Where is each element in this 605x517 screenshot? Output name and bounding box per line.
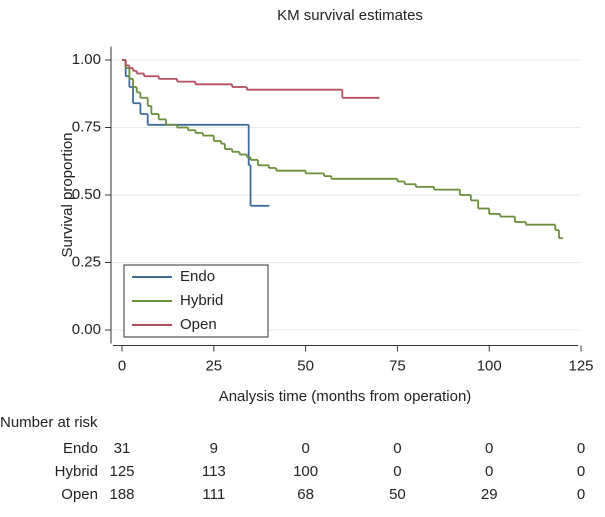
legend-label: Hybrid [180, 292, 223, 309]
risk-row-label: Open [61, 486, 98, 503]
y-tick-label: 0.25 [72, 253, 101, 270]
risk-value: 100 [293, 463, 318, 480]
legend-label: Open [180, 316, 217, 333]
x-tick-label: 75 [389, 357, 406, 374]
chart-title: KM survival estimates [277, 7, 423, 24]
y-tick-label: 1.00 [72, 51, 101, 68]
risk-value: 0 [485, 463, 493, 480]
x-axis-label: Analysis time (months from operation) [219, 388, 472, 405]
risk-row-label: Endo [63, 440, 98, 457]
risk-value: 0 [577, 486, 585, 503]
risk-value: 188 [110, 486, 135, 503]
risk-value: 0 [301, 440, 309, 457]
y-tick-label: 0.00 [72, 321, 101, 338]
risk-value: 0 [485, 440, 493, 457]
risk-value: 31 [114, 440, 131, 457]
risk-value: 50 [389, 486, 406, 503]
y-tick-label: 0.50 [72, 186, 101, 203]
risk-row-label: Hybrid [55, 463, 98, 480]
risk-value: 111 [202, 486, 225, 503]
x-tick-label: 25 [205, 357, 222, 374]
risk-value: 125 [110, 463, 135, 480]
risk-value: 0 [577, 463, 585, 480]
legend-label: Endo [180, 268, 215, 285]
risk-table-title: Number at risk [0, 414, 98, 431]
risk-value: 29 [481, 486, 498, 503]
risk-value: 0 [393, 440, 401, 457]
x-tick-label: 125 [568, 357, 593, 374]
risk-value: 113 [202, 463, 226, 480]
x-tick-label: 100 [477, 357, 502, 374]
x-tick-label: 0 [118, 357, 126, 374]
y-tick-label: 0.75 [72, 118, 101, 135]
risk-value: 68 [297, 486, 314, 503]
risk-value: 9 [210, 440, 218, 457]
risk-value: 0 [577, 440, 585, 457]
x-tick-label: 50 [297, 357, 314, 374]
risk-value: 0 [393, 463, 401, 480]
y-axis-label: Survival proportion [59, 132, 76, 257]
